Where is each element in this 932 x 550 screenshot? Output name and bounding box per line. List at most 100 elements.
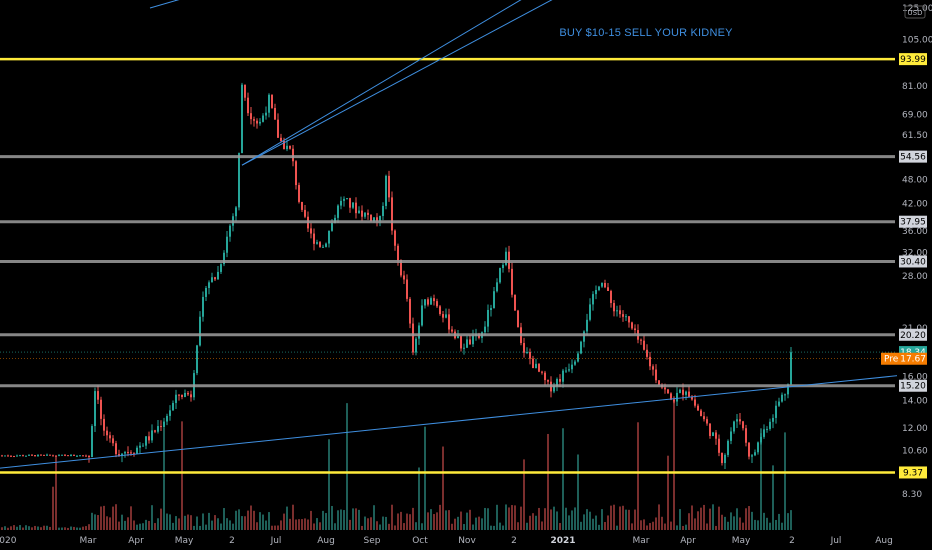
candle-body [397,245,399,261]
volume-bar [661,516,663,530]
candle-body [142,445,144,447]
volume-bar [46,525,48,530]
volume-bar [94,514,96,530]
volume-bar [550,509,552,530]
candle-body [670,393,672,400]
candle-body [340,200,342,206]
volume-bar [505,504,507,530]
volume-bar [625,509,627,530]
candle-body [40,454,42,456]
volume-bar [103,505,105,530]
candle-body [118,454,120,456]
candle-body [571,364,573,370]
trend-line[interactable] [241,0,932,166]
volume-bar [160,508,162,530]
candle-body [337,205,339,218]
candle-body [262,115,264,122]
candle-body [667,389,669,394]
candle-body [586,319,588,332]
volume-bar [586,509,588,530]
volume-bar [721,514,723,530]
candle-body [739,419,741,422]
volume-bar [100,506,102,530]
candle-body [394,230,396,246]
level-tag-label: 93.99 [900,55,926,65]
candle-body [157,426,159,432]
candle-body [682,389,684,395]
candle-body [514,294,516,311]
volume-bar [406,513,408,530]
candle-body [61,454,63,456]
volume-bar [205,524,207,530]
volume-bar [259,512,261,530]
time-tick-label: May [732,536,751,546]
candle-body [145,436,147,446]
volume-bar [565,507,567,530]
candle-body [352,202,354,208]
candle-body [205,287,207,297]
candle-body [742,421,744,429]
candle-body [127,452,129,454]
volume-bar [286,506,288,530]
volume-bar [436,512,438,530]
volume-bar [646,525,648,530]
level-tag [899,379,927,392]
currency-badge[interactable]: USD [904,5,926,19]
candle-body [457,336,459,339]
candle-body [202,296,204,317]
candle-body [91,426,93,458]
volume-bar [529,515,531,530]
time-tick-label: Jul [830,536,842,546]
trend-line[interactable] [0,371,932,469]
volume-bar [472,524,474,530]
candle-body [70,454,72,457]
volume-bar [184,515,186,530]
volume-bar [772,465,774,530]
trend-lines[interactable] [0,0,932,469]
candle-body [703,416,705,420]
candle-body [646,349,648,357]
time-tick-label: Aug [317,536,335,546]
volume-bar [706,523,708,530]
volume-bar [589,511,591,530]
candle-body [43,454,45,456]
volume-bar [658,504,660,530]
candle-body [418,325,420,339]
candle-body [277,119,279,138]
trend-line[interactable] [241,0,932,166]
volume-bar [328,439,330,530]
candle-body [370,214,372,221]
candle-body [745,428,747,443]
time-tick-label: Nov [458,536,476,546]
volume-bar [313,523,315,530]
candle-body [247,97,249,114]
volume-bar [310,510,312,530]
volume-bar [748,506,750,530]
candle-body [22,455,24,457]
level-tag-label: 9.37 [903,468,923,478]
candle-body [151,430,153,441]
volume-bar [592,518,594,530]
volume-bar [487,508,489,530]
volume-bar [292,504,294,530]
time-tick-label: 2 [229,536,235,546]
volume-bar [61,527,63,530]
candle-body [412,323,414,353]
volume-bar [499,522,501,530]
candle-body [265,112,267,116]
candle-body [766,428,768,430]
candle-body [67,455,69,457]
candle-body [373,217,375,221]
horizontal-levels[interactable] [0,57,895,474]
candle-body [244,84,246,98]
volume-bar [139,523,141,530]
volume-bar [31,527,33,530]
volume-bar [760,428,762,530]
time-axis[interactable]: 2020 Mar Apr May 2 Jul Aug Sep Oct Nov 2 2021 Mar Apr… [0,536,893,546]
candle-body [88,455,90,458]
volume-bar [28,526,30,530]
time-tick-label: 2021 [550,536,575,546]
volume-bar [454,518,456,530]
